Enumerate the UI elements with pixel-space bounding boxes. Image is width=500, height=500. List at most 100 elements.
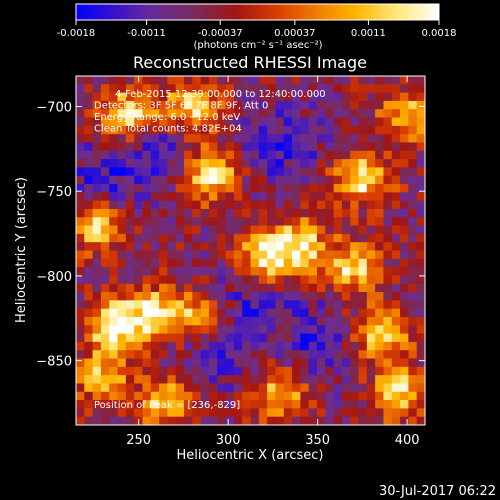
heatmap-cell — [391, 233, 401, 243]
heatmap-cell — [76, 400, 85, 409]
heatmap-cell — [76, 200, 85, 210]
heatmap-cell — [275, 184, 285, 193]
heatmap-cell — [283, 341, 293, 351]
heatmap-cell — [242, 109, 251, 118]
heatmap-cell — [159, 225, 168, 235]
heatmap-cell — [308, 383, 318, 393]
heatmap-cell — [300, 159, 310, 168]
heatmap-cell — [258, 142, 268, 152]
heatmap-cell — [100, 325, 110, 334]
heatmap-cell — [308, 416, 318, 426]
heatmap-cell — [142, 366, 152, 376]
heatmap-cell — [316, 125, 326, 135]
heatmap-cell — [200, 159, 210, 168]
heatmap-cell — [109, 184, 118, 193]
heatmap-cell — [84, 283, 94, 293]
heatmap-cell — [416, 150, 426, 160]
heatmap-cell — [84, 358, 94, 368]
heatmap-cell — [308, 150, 318, 160]
heatmap-cell — [159, 200, 168, 210]
heatmap-cell — [358, 250, 368, 260]
heatmap-cell — [217, 267, 226, 276]
heatmap-cell — [125, 125, 135, 135]
heatmap-cell — [258, 192, 268, 202]
heatmap-cell — [400, 308, 409, 318]
heatmap-cell — [391, 383, 401, 393]
heatmap-cell — [341, 100, 351, 110]
heatmap-cell — [192, 134, 202, 143]
heatmap-cell — [267, 275, 276, 285]
heatmap-cell — [208, 316, 218, 326]
heatmap-cell — [275, 416, 285, 426]
heatmap-cell — [242, 358, 251, 368]
heatmap-cell — [300, 292, 310, 301]
heatmap-cell — [416, 76, 426, 85]
heatmap-cell — [125, 383, 135, 393]
heatmap-cell — [92, 358, 102, 368]
heatmap-cell — [109, 242, 118, 251]
heatmap-cell — [358, 233, 368, 243]
heatmap-cell — [242, 350, 251, 359]
heatmap-cell — [142, 233, 152, 243]
heatmap-cell — [134, 225, 143, 235]
heatmap-cell — [225, 300, 235, 310]
heatmap-cell — [142, 400, 152, 409]
heatmap-cell — [217, 167, 226, 177]
heatmap-cell — [408, 258, 418, 268]
heatmap-cell — [283, 333, 293, 343]
heatmap-cell — [283, 150, 293, 160]
heatmap-cell — [217, 92, 226, 102]
heatmap-cell — [167, 242, 177, 251]
heatmap-cell — [341, 109, 351, 118]
heatmap-cell — [258, 217, 268, 226]
heatmap-cell — [233, 84, 243, 94]
heatmap-cell — [400, 341, 409, 351]
heatmap-cell — [300, 350, 310, 359]
heatmap-cell — [217, 84, 226, 94]
heatmap-cell — [350, 208, 359, 218]
y-tick-label: −800 — [36, 270, 72, 285]
heatmap-cell — [125, 208, 135, 218]
heatmap-cell — [109, 258, 118, 268]
heatmap-cell — [258, 366, 268, 376]
heatmap-cell — [275, 117, 285, 127]
heatmap-cell — [100, 84, 110, 94]
heatmap-cell — [117, 217, 127, 226]
heatmap-cell — [134, 184, 143, 193]
heatmap-cell — [84, 333, 94, 343]
heatmap-cell — [391, 325, 401, 334]
heatmap-cell — [358, 258, 368, 268]
heatmap-cell — [292, 325, 301, 334]
heatmap-cell — [250, 416, 260, 426]
heatmap-cell — [233, 167, 243, 177]
heatmap-cell — [233, 92, 243, 102]
heatmap-cell — [350, 84, 359, 94]
heatmap-cell — [300, 258, 310, 268]
heatmap-cell — [341, 333, 351, 343]
heatmap-cell — [225, 383, 235, 393]
heatmap-cell — [416, 242, 426, 251]
heatmap-cell — [275, 192, 285, 202]
heatmap-cell — [200, 208, 210, 218]
heatmap-cell — [416, 283, 426, 293]
heatmap-cell — [400, 400, 409, 409]
heatmap-cell — [408, 292, 418, 301]
heatmap-cell — [167, 292, 177, 301]
heatmap-cell — [242, 383, 251, 393]
heatmap-cell — [134, 250, 143, 260]
heatmap-cell — [292, 200, 301, 210]
heatmap-cell — [76, 258, 85, 268]
heatmap-cell — [333, 316, 343, 326]
heatmap-cell — [366, 142, 376, 152]
heatmap-cell — [416, 350, 426, 359]
heatmap-cell — [366, 134, 376, 143]
heatmap-cell — [125, 233, 135, 243]
heatmap-cell — [383, 408, 393, 418]
heatmap-cell — [192, 325, 202, 334]
heatmap-cell — [84, 383, 94, 393]
heatmap-cell — [308, 250, 318, 260]
heatmap-cell — [84, 408, 94, 418]
heatmap-cell — [192, 142, 202, 152]
heatmap-cell — [358, 184, 368, 193]
heatmap-cell — [184, 175, 193, 185]
